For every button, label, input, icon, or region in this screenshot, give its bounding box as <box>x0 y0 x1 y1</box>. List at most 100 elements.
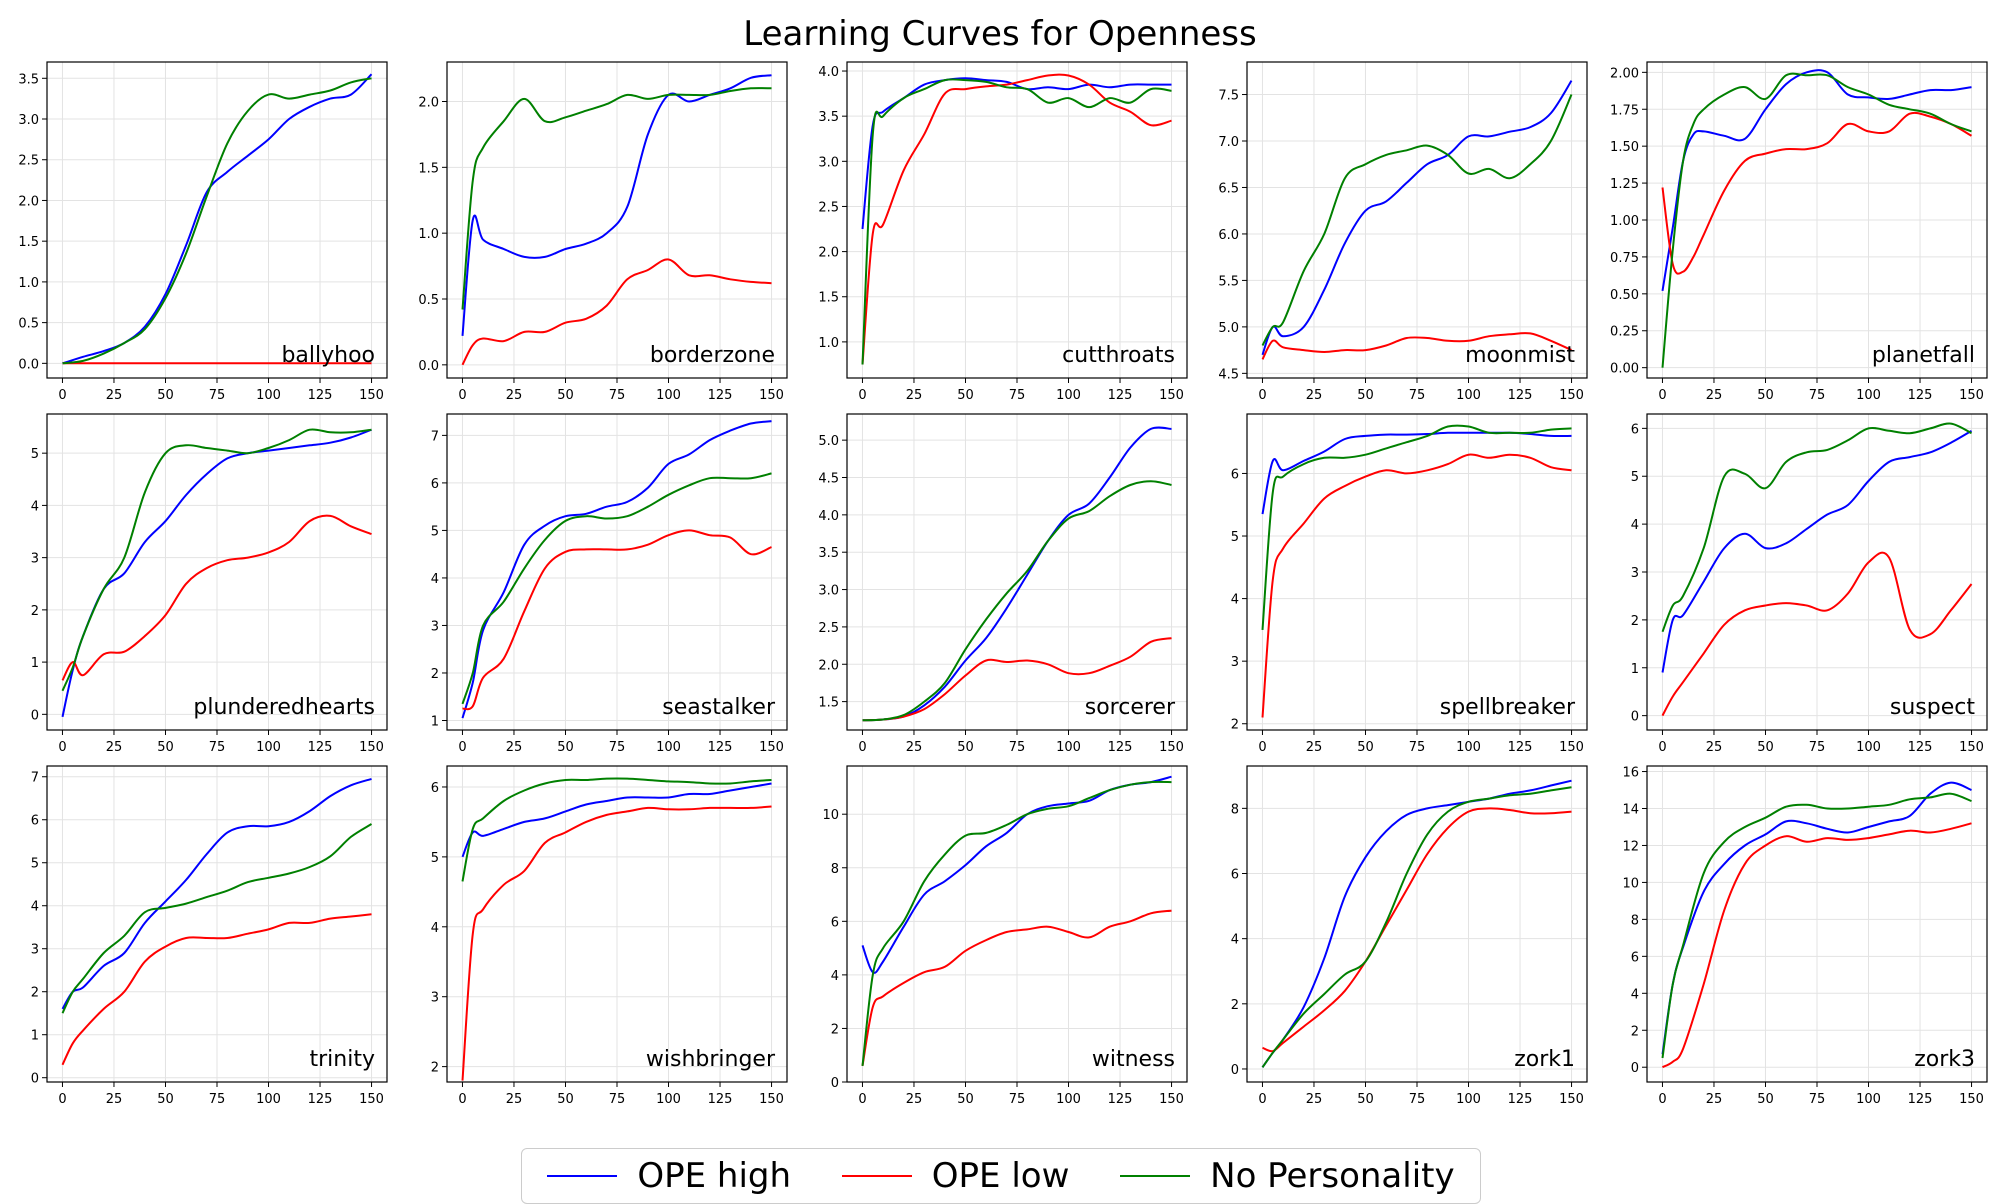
series-line-no-personality <box>1261 94 1573 346</box>
subplot-label: ballyhoo <box>281 343 375 368</box>
y-tick-label: 4 <box>1231 933 1239 948</box>
subplot-suspect: 0 25 50 75 100 125 150 0 1 2 3 4 5 6 suspect <box>1631 413 1988 755</box>
subplot-zork1: 0 25 50 75 100 125 150 0 2 4 6 8 zork1 <box>1231 765 1588 1107</box>
y-tick-label: 0.5 <box>18 317 39 332</box>
y-tick-label: 7.5 <box>1218 89 1239 104</box>
x-tick-label: 50 <box>1757 388 1774 403</box>
y-tick-label: 4.0 <box>818 65 839 80</box>
y-tick-label: 1.0 <box>18 276 39 291</box>
series-line-ope-high <box>461 420 772 719</box>
x-tick-label: 25 <box>506 388 523 403</box>
y-tick-label: 5.0 <box>1218 321 1239 336</box>
x-tick-label: 125 <box>1908 388 1933 403</box>
legend-label-ope-low: OPE low <box>931 1156 1070 1196</box>
x-tick-label: 75 <box>1009 388 1026 403</box>
y-tick-label: 3.5 <box>818 110 839 125</box>
legend-label-ope-high: OPE high <box>637 1156 792 1196</box>
axes-frame <box>46 413 388 731</box>
legend-item-no-personality: No Personality <box>1120 1156 1455 1196</box>
series-line-ope-low <box>1661 551 1973 717</box>
subplot-borderzone: 0 25 50 75 100 125 150 0.0 0.5 1.0 1.5 2.0 borderzon… <box>418 61 788 403</box>
y-tick-label: 1.50 <box>1610 140 1639 155</box>
x-tick-label: 75 <box>209 740 226 755</box>
y-tick-label: 1.5 <box>818 291 839 306</box>
x-tick-label: 100 <box>656 1092 681 1107</box>
series-line-ope-high <box>461 782 772 858</box>
subplot-cutthroats: 0 25 50 75 100 125 150 1.0 1.5 2.0 2.5 3.0 3.5 4.0 cut… <box>818 61 1188 403</box>
x-tick-label: 150 <box>759 388 784 403</box>
y-tick-label: 3 <box>31 943 39 958</box>
x-tick-label: 75 <box>209 388 226 403</box>
series-line-ope-high <box>1261 779 1572 1068</box>
series-line-ope-high <box>1661 69 1972 292</box>
x-tick-label: 100 <box>656 388 681 403</box>
series-line-no-personality <box>1661 422 1972 633</box>
series-line-no-personality <box>62 77 372 365</box>
series-line-no-personality <box>1261 786 1572 1068</box>
x-tick-label: 125 <box>308 1092 333 1107</box>
y-tick-label: 0 <box>31 708 39 723</box>
y-tick-label: 1 <box>431 714 439 729</box>
x-tick-label: 75 <box>1809 1092 1826 1107</box>
x-tick-label: 125 <box>708 388 733 403</box>
series-line-ope-low <box>861 73 1172 365</box>
y-tick-label: 2.0 <box>418 96 439 111</box>
y-tick-label: 10 <box>822 808 839 823</box>
series-line-ope-low <box>1262 807 1572 1053</box>
subplot-label: planetfall <box>1872 343 1975 368</box>
y-tick-label: 3 <box>31 552 39 567</box>
x-tick-label: 25 <box>1306 388 1323 403</box>
x-tick-label: 50 <box>957 388 974 403</box>
series-line-ope-high <box>1661 781 1972 1055</box>
subplot-label: spellbreaker <box>1440 695 1576 720</box>
y-tick-label: 3 <box>431 619 439 634</box>
y-tick-label: 2 <box>431 1061 439 1076</box>
subplot-label: plunderedhearts <box>193 695 375 720</box>
y-tick-label: 7 <box>31 771 39 786</box>
x-tick-label: 75 <box>609 1092 626 1107</box>
x-tick-label: 125 <box>1508 740 1533 755</box>
y-tick-label: 0.25 <box>1610 325 1639 340</box>
y-tick-label: 3.0 <box>818 584 839 599</box>
subplot-label: seastalker <box>662 695 776 720</box>
y-tick-label: 6 <box>831 915 839 930</box>
x-tick-label: 0 <box>1258 1092 1266 1107</box>
y-tick-label: 1.25 <box>1610 177 1639 192</box>
x-tick-label: 50 <box>1357 388 1374 403</box>
y-tick-label: 12 <box>1622 839 1639 854</box>
x-tick-label: 25 <box>506 1092 523 1107</box>
y-tick-label: 6 <box>1631 422 1639 437</box>
x-tick-label: 125 <box>708 1092 733 1107</box>
series-line-ope-high <box>862 426 1172 722</box>
legend-label-no-personality: No Personality <box>1210 1156 1455 1196</box>
y-tick-label: 3.5 <box>818 546 839 561</box>
x-tick-label: 75 <box>1009 1092 1026 1107</box>
y-tick-label: 16 <box>1622 766 1639 781</box>
y-tick-label: 1.0 <box>418 227 439 242</box>
y-tick-label: 2 <box>31 986 39 1001</box>
y-tick-label: 6 <box>1231 868 1239 883</box>
series-line-no-personality <box>862 480 1172 722</box>
x-tick-label: 100 <box>1856 388 1881 403</box>
x-tick-label: 75 <box>1409 740 1426 755</box>
series-line-ope-low <box>1661 111 1972 275</box>
axes-frame <box>846 61 1188 379</box>
x-tick-label: 100 <box>256 740 281 755</box>
series-line-ope-low <box>862 637 1172 722</box>
subplot-label: cutthroats <box>1062 343 1175 368</box>
x-tick-label: 125 <box>1508 1092 1533 1107</box>
y-tick-label: 0 <box>831 1076 839 1091</box>
x-tick-label: 25 <box>1306 1092 1323 1107</box>
x-tick-label: 50 <box>1357 740 1374 755</box>
x-tick-label: 150 <box>1559 388 1584 403</box>
x-tick-label: 50 <box>1757 1092 1774 1107</box>
x-tick-label: 0 <box>458 740 466 755</box>
y-tick-label: 4 <box>31 499 39 514</box>
x-tick-label: 125 <box>708 740 733 755</box>
x-tick-label: 125 <box>1908 740 1933 755</box>
y-tick-label: 6 <box>1231 467 1239 482</box>
y-tick-label: 0.75 <box>1610 251 1639 266</box>
y-tick-label: 1 <box>1631 662 1639 677</box>
x-tick-label: 75 <box>609 740 626 755</box>
y-tick-label: 8 <box>831 862 839 877</box>
